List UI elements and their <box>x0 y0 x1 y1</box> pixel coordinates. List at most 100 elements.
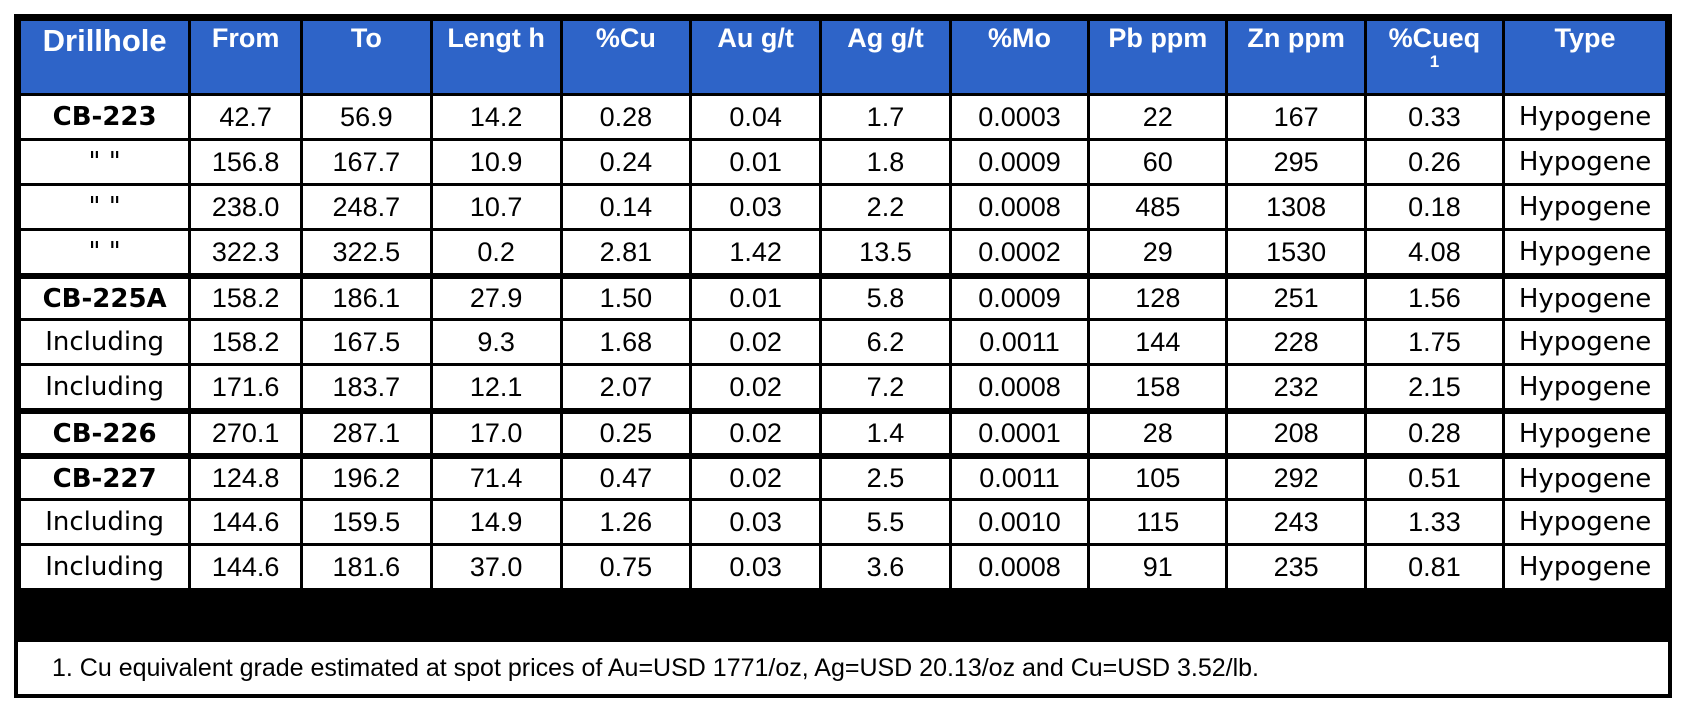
value-cell: 156.8 <box>191 141 300 183</box>
column-header: Lengt h <box>432 21 560 93</box>
column-header-label: Zn ppm <box>1247 23 1345 53</box>
value-cell: 0.14 <box>562 186 690 228</box>
column-header-label: Ag g/t <box>847 23 924 53</box>
column-header: Zn ppm <box>1228 21 1364 93</box>
value-cell: 0.47 <box>562 456 690 498</box>
value-cell: 322.3 <box>191 231 300 273</box>
value-cell: 287.1 <box>302 411 430 453</box>
value-cell: 0.0011 <box>951 456 1088 498</box>
value-cell: 0.0001 <box>951 411 1088 453</box>
value-cell: 0.01 <box>692 141 820 183</box>
value-cell: 295 <box>1228 141 1364 183</box>
table-row: " " 238.0 248.7 10.7 0.14 0.03 2.2 0.0008 485 130… <box>21 186 1665 228</box>
value-cell: 1.26 <box>562 501 690 543</box>
value-cell: 10.7 <box>432 186 560 228</box>
value-cell: 0.02 <box>692 456 820 498</box>
value-cell: 0.33 <box>1366 96 1503 138</box>
column-header-label: To <box>350 23 382 53</box>
column-header-label: Type <box>1554 23 1616 53</box>
value-cell: 2.2 <box>822 186 949 228</box>
value-cell: 17.0 <box>432 411 560 453</box>
value-cell: 158.2 <box>191 321 300 363</box>
table-row: Including 158.2 167.5 9.3 1.68 0.02 6.2 0.0011 1… <box>21 321 1665 363</box>
column-header-label: %Cueq <box>1388 23 1481 53</box>
value-cell: 1.33 <box>1366 501 1503 543</box>
column-header: Drillhole <box>21 21 189 93</box>
value-cell: 171.6 <box>191 366 300 408</box>
value-cell: 158 <box>1090 366 1226 408</box>
type-cell: Hypogene <box>1505 546 1665 588</box>
column-header-label: Lengt h <box>447 23 545 53</box>
value-cell: 0.01 <box>692 276 820 318</box>
value-cell: 3.6 <box>822 546 949 588</box>
value-cell: 292 <box>1228 456 1364 498</box>
table-row: " " 156.8 167.7 10.9 0.24 0.01 1.8 0.0009 60 295 0… <box>21 141 1665 183</box>
column-header: From <box>191 21 300 93</box>
table-row: CB-225A 158.2 186.1 27.9 1.50 0.01 5.8 0.0009 12… <box>21 276 1665 318</box>
column-header-label: %Cu <box>595 23 656 53</box>
value-cell: 485 <box>1090 186 1226 228</box>
column-header-label: Au g/t <box>717 23 794 53</box>
value-cell: 167.5 <box>302 321 430 363</box>
value-cell: 14.2 <box>432 96 560 138</box>
table-row: CB-223 42.7 56.9 14.2 0.28 0.04 1.7 0.0003 22 167… <box>21 96 1665 138</box>
table-row: CB-227 124.8 196.2 71.4 0.47 0.02 2.5 0.0011 105… <box>21 456 1665 498</box>
value-cell: 0.24 <box>562 141 690 183</box>
value-cell: 0.25 <box>562 411 690 453</box>
value-cell: 2.15 <box>1366 366 1503 408</box>
table-row: CB-226 270.1 287.1 17.0 0.25 0.02 1.4 0.0001 28 2… <box>21 411 1665 453</box>
value-cell: 1.42 <box>692 231 820 273</box>
value-cell: 2.81 <box>562 231 690 273</box>
value-cell: 60 <box>1090 141 1226 183</box>
value-cell: 232 <box>1228 366 1364 408</box>
column-header-label: %Mo <box>988 23 1051 53</box>
type-cell: Hypogene <box>1505 186 1665 228</box>
table-body: CB-223 42.7 56.9 14.2 0.28 0.04 1.7 0.0003 22 167… <box>21 96 1665 588</box>
column-header: Pb ppm <box>1090 21 1226 93</box>
value-cell: 181.6 <box>302 546 430 588</box>
value-cell: 10.9 <box>432 141 560 183</box>
type-cell: Hypogene <box>1505 456 1665 498</box>
value-cell: 14.9 <box>432 501 560 543</box>
value-cell: 235 <box>1228 546 1364 588</box>
type-cell: Hypogene <box>1505 141 1665 183</box>
value-cell: 196.2 <box>302 456 430 498</box>
table-row: Including 144.6 159.5 14.9 1.26 0.03 5.5 0.0010… <box>21 501 1665 543</box>
column-header: %Mo <box>951 21 1088 93</box>
drillhole-cell: " " <box>21 186 189 228</box>
value-cell: 13.5 <box>822 231 949 273</box>
type-cell: Hypogene <box>1505 366 1665 408</box>
drillhole-cell: " " <box>21 231 189 273</box>
column-header: %Cueq 1 <box>1366 21 1503 93</box>
drillhole-cell: CB-223 <box>21 96 189 138</box>
value-cell: 0.0008 <box>951 546 1088 588</box>
value-cell: 0.18 <box>1366 186 1503 228</box>
value-cell: 22 <box>1090 96 1226 138</box>
value-cell: 9.3 <box>432 321 560 363</box>
column-header: Au g/t <box>692 21 820 93</box>
value-cell: 128 <box>1090 276 1226 318</box>
drillhole-cell: CB-227 <box>21 456 189 498</box>
table-row: " " 322.3 322.5 0.2 2.81 1.42 13.5 0.0002 29 1530… <box>21 231 1665 273</box>
value-cell: 115 <box>1090 501 1226 543</box>
value-cell: 158.2 <box>191 276 300 318</box>
value-cell: 228 <box>1228 321 1364 363</box>
value-cell: 1.50 <box>562 276 690 318</box>
value-cell: 6.2 <box>822 321 949 363</box>
value-cell: 270.1 <box>191 411 300 453</box>
value-cell: 248.7 <box>302 186 430 228</box>
value-cell: 91 <box>1090 546 1226 588</box>
type-cell: Hypogene <box>1505 96 1665 138</box>
value-cell: 1.56 <box>1366 276 1503 318</box>
value-cell: 0.51 <box>1366 456 1503 498</box>
value-cell: 0.0002 <box>951 231 1088 273</box>
drill-results-table: Drillhole From To Lengt h %Cu Au g/t Ag g/t %Mo… <box>18 18 1668 591</box>
value-cell: 167 <box>1228 96 1364 138</box>
drillhole-cell: CB-225A <box>21 276 189 318</box>
column-header: Ag g/t <box>822 21 949 93</box>
value-cell: 1308 <box>1228 186 1364 228</box>
value-cell: 0.2 <box>432 231 560 273</box>
table-row: Including 171.6 183.7 12.1 2.07 0.02 7.2 0.0008… <box>21 366 1665 408</box>
value-cell: 0.04 <box>692 96 820 138</box>
value-cell: 167.7 <box>302 141 430 183</box>
